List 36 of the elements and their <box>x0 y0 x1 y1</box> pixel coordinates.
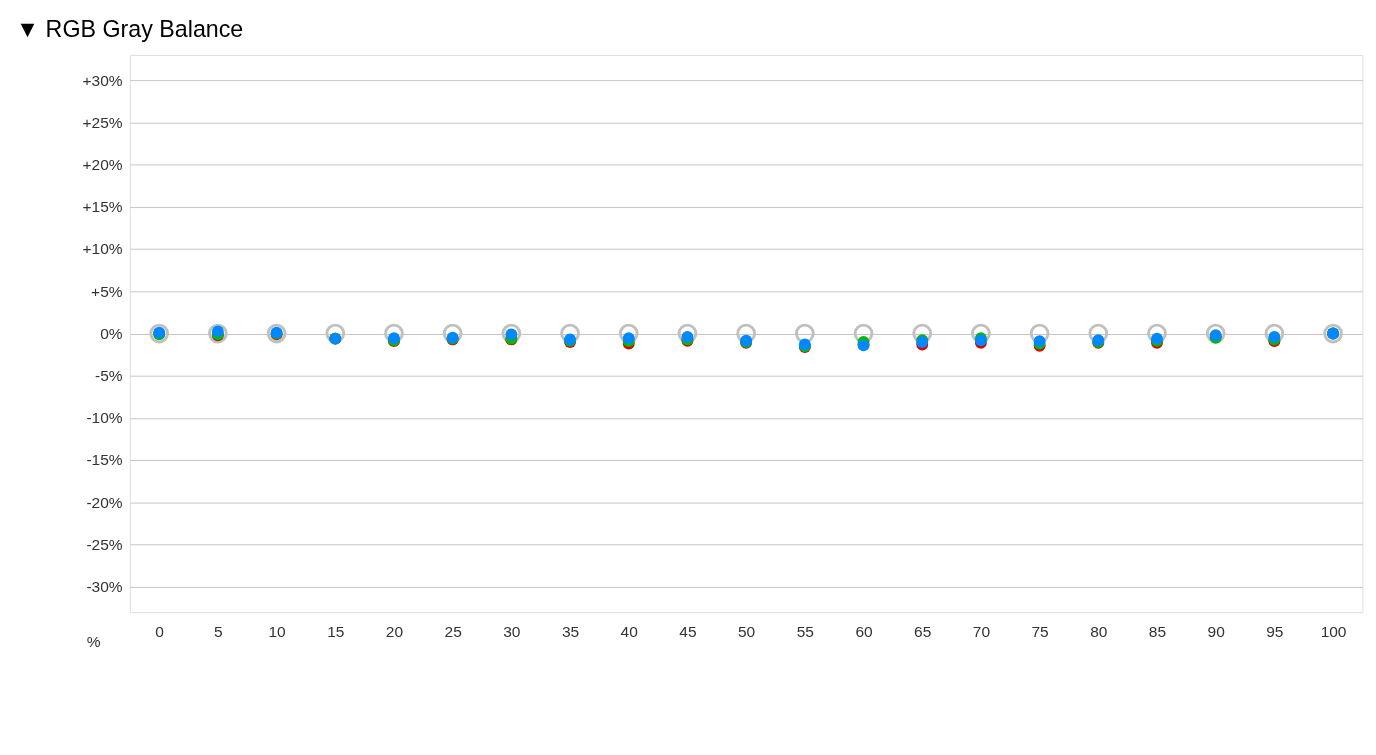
x-tick-label: 25 <box>444 622 462 640</box>
y-tick-label: 0% <box>100 324 123 342</box>
x-tick-label: 20 <box>385 622 404 640</box>
y-tick-label: -5% <box>95 367 123 385</box>
x-tick-label: 15 <box>327 622 345 640</box>
x-tick-label: 35 <box>561 622 580 640</box>
y-tick-label: -10% <box>86 409 123 427</box>
x-tick-label: 90 <box>1207 622 1226 640</box>
y-tick-label: +15% <box>82 198 123 216</box>
x-tick-label: 65 <box>914 622 932 640</box>
x-tick-label: 95 <box>1266 622 1284 640</box>
x-tick-label: 10 <box>268 622 287 640</box>
y-tick-label: +30% <box>82 71 123 89</box>
chart-title: ▼ RGB Gray Balance <box>16 15 244 42</box>
x-tick-label: 55 <box>796 622 814 640</box>
x-tick-label: 50 <box>738 622 756 640</box>
x-tick-label: 60 <box>855 622 874 640</box>
x-tick-label: 30 <box>503 622 521 640</box>
y-tick-label: +5% <box>91 282 123 300</box>
y-tick-label: -20% <box>86 493 123 511</box>
x-tick-label: 45 <box>679 622 697 640</box>
x-tick-label: 75 <box>1031 622 1049 640</box>
x-tick-label: 0 <box>155 622 165 640</box>
x-tick-label: 80 <box>1090 622 1108 640</box>
x-tick-label: 5 <box>214 622 223 640</box>
y-tick-label: +10% <box>82 240 123 258</box>
x-tick-label: 40 <box>620 622 639 640</box>
y-tick-label: +25% <box>82 113 123 131</box>
x-tick-label: 85 <box>1148 622 1167 640</box>
y-tick-label: -30% <box>86 578 123 596</box>
y-tick-label: -25% <box>86 535 123 553</box>
x-tick-label: 100 <box>1320 622 1347 640</box>
y-tick-label: +20% <box>82 156 123 174</box>
x-axis-title: % <box>86 632 101 650</box>
y-tick-label: -15% <box>86 451 123 469</box>
x-tick-label: 70 <box>972 622 991 640</box>
